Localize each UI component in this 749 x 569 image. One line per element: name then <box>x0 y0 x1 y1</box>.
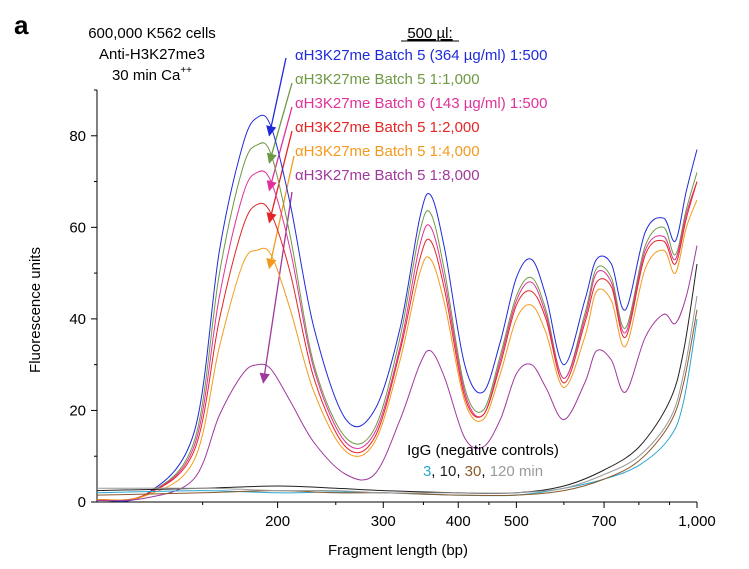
igg-title: IgG (negative controls) <box>407 442 559 459</box>
sample-info-line-2: Anti-H3K27me3 <box>99 46 205 63</box>
legend-entry: αH3K27me Batch 5 1:2,000 <box>295 119 480 136</box>
legend-arrow <box>266 130 293 224</box>
legend-arrow <box>266 82 293 164</box>
x-tick-label: 1,000 <box>678 513 716 530</box>
igg-separator: , <box>431 463 439 480</box>
x-ticks: 200 300 400 500 700 1,000 <box>202 502 716 530</box>
legend-entry: αH3K27me Batch 5 (364 µg/ml) 1:500 <box>295 47 547 64</box>
legend-arrow <box>259 191 293 384</box>
sample-info-line-3-text: 30 min Ca <box>112 67 181 84</box>
y-tick-label: 0 <box>78 494 86 511</box>
y-tick-label: 40 <box>69 311 86 328</box>
series-line-7 <box>96 318 698 497</box>
x-tick-label: 400 <box>446 513 471 530</box>
igg-time: 10 <box>440 463 457 480</box>
igg-time: 120 min <box>490 463 543 480</box>
x-tick-label: 500 <box>504 513 529 530</box>
axes <box>96 90 697 503</box>
y-tick-label: 60 <box>69 219 86 236</box>
legend-entry: αH3K27me Batch 5 1:8,000 <box>295 167 480 184</box>
series-line-5 <box>96 199 698 501</box>
series-line-1 <box>96 114 698 502</box>
series-line-3 <box>96 170 698 501</box>
series-line-4 <box>96 181 698 501</box>
series-line-9 <box>96 309 698 497</box>
legend-arrows <box>259 57 295 384</box>
sample-info-superscript: ++ <box>180 65 192 76</box>
panel-label: a <box>14 10 29 40</box>
legend-title: 500 µl: <box>407 25 452 42</box>
x-tick-label: 200 <box>265 513 290 530</box>
y-tick-label: 20 <box>69 402 86 419</box>
igg-separator: , <box>481 463 489 480</box>
legend-arrow <box>266 155 295 270</box>
legend-entry: αH3K27me Batch 5 1:1,000 <box>295 71 480 88</box>
igg-separator: , <box>456 463 464 480</box>
igg-time: 30 <box>465 463 482 480</box>
legend-entry: αH3K27me Batch 5 1:4,000 <box>295 143 480 160</box>
legend-entry: αH3K27me Batch 6 (143 µg/ml) 1:500 <box>295 95 547 112</box>
sample-info-line-3: 30 min Ca++ <box>112 65 192 84</box>
x-tick-label: 300 <box>371 513 396 530</box>
y-tick-label: 80 <box>69 128 86 145</box>
y-axis-label: Fluorescence units <box>27 247 44 373</box>
igg-times: 3, 10, 30, 120 min <box>423 463 543 480</box>
x-tick-label: 700 <box>592 513 617 530</box>
sample-info: 600,000 K562 cells Anti-H3K27me3 30 min … <box>88 25 216 84</box>
igg-annotation: IgG (negative controls) 3, 10, 30, 120 m… <box>407 442 559 480</box>
x-axis-label: Fragment length (bp) <box>328 542 468 559</box>
legend-arrow <box>266 57 287 137</box>
sample-info-line-1: 600,000 K562 cells <box>88 25 216 42</box>
series-line-2 <box>96 142 698 502</box>
legend: αH3K27me Batch 5 (364 µg/ml) 1:500 αH3K27… <box>295 47 547 184</box>
igg-time: 3 <box>423 463 431 480</box>
y-ticks: 0 20 40 60 80 <box>69 89 97 511</box>
series-lines <box>96 114 698 502</box>
series-line-10 <box>96 295 698 494</box>
legend-arrow <box>266 106 293 192</box>
series-line-6 <box>96 245 698 502</box>
